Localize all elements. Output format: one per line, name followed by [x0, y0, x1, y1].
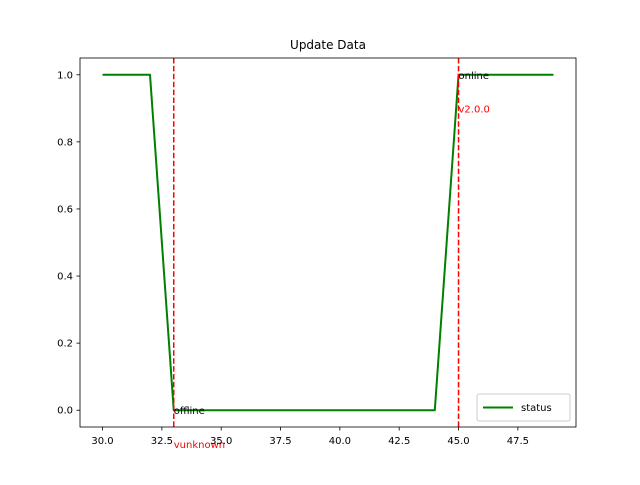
- annotation-label: online: [459, 71, 490, 82]
- x-tick-label: 40.0: [329, 436, 351, 447]
- vline-layer: [172, 58, 460, 427]
- chart-title: Update Data: [290, 38, 366, 52]
- series-line-status: [102, 73, 554, 412]
- x-tick-label: 35.0: [210, 436, 232, 447]
- x-tick-label: 30.0: [91, 436, 113, 447]
- annotation-label: v2.0.0: [459, 104, 490, 115]
- legend-label: status: [521, 403, 552, 414]
- y-tick-label: 0.0: [57, 406, 73, 417]
- y-tick-label: 0.6: [57, 204, 73, 215]
- x-tick-label: 37.5: [269, 436, 291, 447]
- y-tick-label: 0.2: [57, 339, 73, 350]
- y-tick-label: 0.4: [57, 272, 73, 283]
- x-tick-label: 42.5: [388, 436, 410, 447]
- x-tick-label: 47.5: [507, 436, 529, 447]
- annotation-layer: offline vunknown online v2.0.0: [174, 71, 490, 451]
- x-tick-label: 45.0: [447, 436, 469, 447]
- y-tick-label: 1.0: [57, 70, 73, 81]
- axes-frame: [79, 57, 577, 428]
- legend-box: [476, 393, 571, 422]
- series-layer: [102, 73, 554, 412]
- annotation-label: vunknown: [174, 440, 225, 451]
- annotation-label: offline: [174, 406, 205, 417]
- chart-legend: status: [476, 393, 571, 422]
- y-tick-label: 0.8: [57, 137, 73, 148]
- axes-layer: 30.0 32.5 35.0 37.5 40.0 42.5 45.0 47.5 0.0 0.2 0.…: [57, 57, 577, 447]
- x-tick-label: 32.5: [151, 436, 173, 447]
